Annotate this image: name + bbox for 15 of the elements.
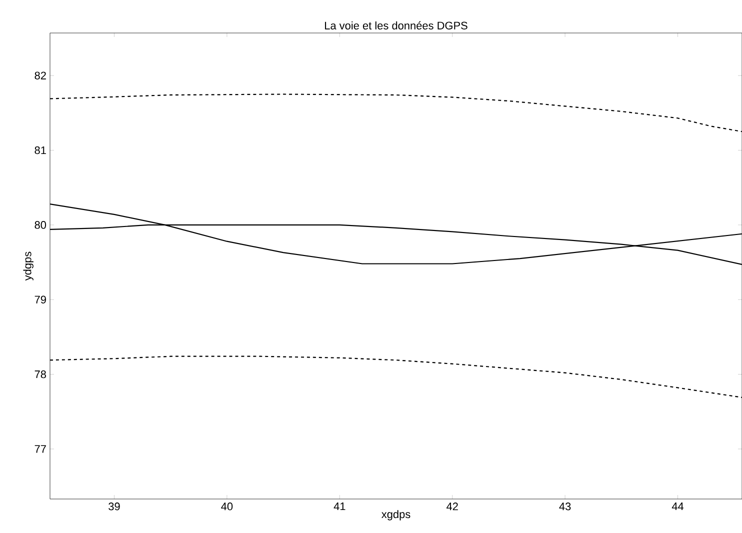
x-tick-label: 44 <box>672 502 684 510</box>
x-tick-label: 39 <box>108 502 120 510</box>
x-tick-label: 43 <box>559 502 571 510</box>
y-tick-label: 80 <box>34 221 46 229</box>
x-axis-title: xgdps <box>382 510 410 520</box>
y-tick-label: 79 <box>34 296 46 304</box>
x-tick-label: 40 <box>221 502 233 510</box>
x-tick-label: 42 <box>446 502 458 510</box>
chart-title: La voie et les données DGPS <box>325 21 468 30</box>
y-axis-title: ydgps <box>23 252 34 281</box>
x-tick-label: 41 <box>334 502 346 510</box>
y-tick-label: 82 <box>34 72 46 80</box>
y-tick-label: 78 <box>34 370 46 378</box>
y-tick-label: 81 <box>34 146 46 154</box>
y-tick-label: 77 <box>34 445 46 453</box>
